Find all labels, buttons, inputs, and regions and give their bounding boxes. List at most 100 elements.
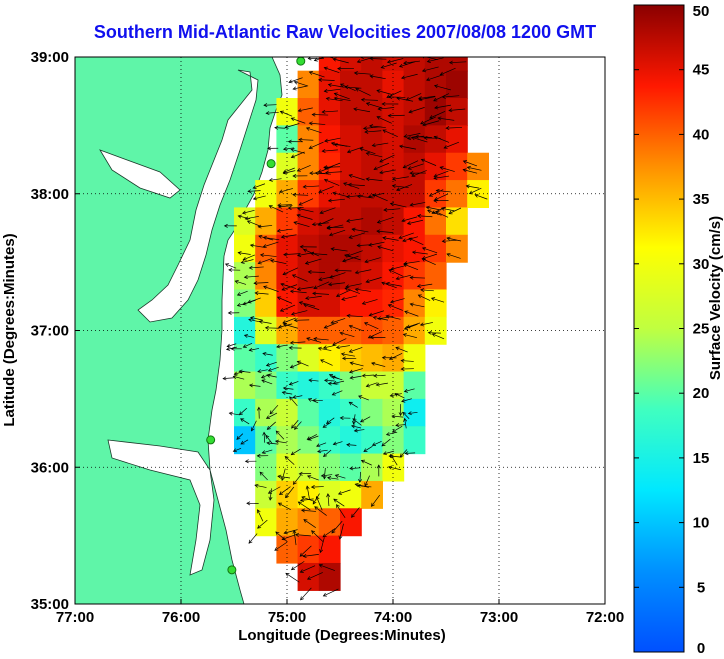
vector-arrowhead [402, 238, 407, 243]
vector-arrow [386, 431, 398, 436]
vector-arrow [336, 504, 346, 519]
vector-arrow [364, 130, 382, 133]
vector-arrow [248, 533, 258, 544]
vector-arrow [249, 266, 264, 269]
vector-arrow [312, 293, 329, 295]
vector-arrow [282, 267, 299, 275]
vector-arrowhead [276, 296, 282, 301]
vector-arrow [258, 258, 273, 264]
vector-arrowhead [411, 173, 416, 178]
velocity-cell [297, 453, 320, 482]
vector-arrow [405, 452, 416, 454]
vector-arrowhead [372, 315, 377, 320]
vector-arrowhead [400, 366, 405, 371]
velocity-cell [340, 289, 362, 318]
vector-arrowhead [274, 125, 279, 130]
vector-arrowhead [399, 144, 404, 149]
vector-arrow [293, 221, 310, 228]
vector-arrow [324, 321, 339, 329]
vector-arrow [401, 398, 412, 402]
vector-arrow [369, 125, 386, 128]
vector-arrowhead [328, 373, 334, 378]
vector-arrow [379, 169, 396, 174]
colorbar: 0 5 10 15 20 25 30 35 40 45 50 Surface Velocity (c… [633, 3, 724, 657]
vector-arrow [334, 93, 350, 100]
vector-arrowhead [381, 101, 386, 106]
vector-arrowhead [388, 356, 394, 360]
vector-arrow [408, 107, 425, 113]
vector-arrowhead [388, 454, 393, 459]
vector-arrowhead [401, 218, 406, 223]
vector-arrow [381, 62, 397, 69]
vector-arrow [324, 137, 341, 142]
vector-arrow [307, 475, 319, 481]
vector-arrowhead [380, 64, 385, 69]
velocity-cell [318, 371, 341, 400]
vector-arrow [309, 141, 324, 149]
vector-arrowhead [270, 259, 275, 263]
y-tick-label: 36:00 [31, 459, 69, 476]
vector-arrow [323, 449, 332, 457]
vector-arrowhead [364, 129, 369, 134]
velocity-cell [340, 316, 362, 345]
vector-arrowhead [248, 318, 253, 323]
vector-arrow [275, 440, 287, 444]
vector-arrow [263, 241, 279, 248]
vector-arrow [349, 368, 363, 373]
velocity-cell [276, 262, 299, 291]
vector-arrow [305, 295, 322, 299]
velocity-cell [403, 262, 426, 291]
velocity-cell [361, 70, 383, 99]
vector-arrowhead [298, 471, 303, 476]
velocity-cell [318, 262, 341, 291]
velocity-cell [403, 70, 426, 99]
vector-arrow [275, 531, 288, 542]
vector-arrow [368, 241, 385, 246]
vector-arrow [373, 374, 386, 377]
vector-arrow [349, 232, 366, 239]
vector-arrow [474, 194, 488, 200]
vector-arrowhead [332, 191, 337, 196]
velocity-cell [297, 262, 320, 291]
velocity-cell [297, 371, 320, 400]
vector-arrowhead [368, 312, 373, 317]
vector-arrowhead [396, 96, 401, 101]
vector-arrowhead [323, 66, 328, 71]
vector-arrow [411, 136, 428, 143]
vector-arrowhead [391, 414, 396, 419]
vector-arrow [278, 502, 291, 511]
vector-arrowhead [332, 441, 337, 446]
vector-arrow [308, 271, 325, 273]
vector-arrowhead [403, 326, 409, 330]
vector-arrow [282, 317, 297, 324]
vector-arrowhead [247, 299, 252, 304]
vector-arrowhead [322, 345, 328, 350]
vector-arrowhead [365, 151, 370, 156]
vector-arrowhead [349, 375, 354, 380]
colorbar-scale [633, 4, 685, 653]
vector-arrowhead [324, 138, 329, 143]
vector-arrow [352, 418, 362, 426]
vector-arrow [448, 108, 466, 111]
vector-arrowhead [344, 287, 349, 292]
vector-arrow [293, 85, 308, 90]
vector-arrowhead [429, 115, 434, 119]
vector-arrowhead [282, 320, 287, 324]
vector-arrow [401, 73, 418, 79]
vector-arrowhead [248, 539, 253, 544]
vector-arrow [448, 207, 462, 215]
vector-arrow [285, 123, 300, 128]
vector-arrow [366, 178, 383, 182]
vector-arrow [421, 159, 437, 166]
vector-arrowhead [334, 474, 339, 478]
vector-arrowhead [278, 189, 284, 194]
vector-arrowhead [261, 379, 266, 384]
velocity-cell [318, 234, 341, 263]
velocity-cell [318, 207, 341, 236]
vector-arrow [297, 208, 314, 213]
vector-arrowhead [311, 530, 316, 535]
velocity-cell [424, 289, 447, 318]
vector-arrow [408, 237, 424, 246]
vector-arrowhead [263, 285, 268, 290]
vector-arrowhead [238, 369, 243, 374]
